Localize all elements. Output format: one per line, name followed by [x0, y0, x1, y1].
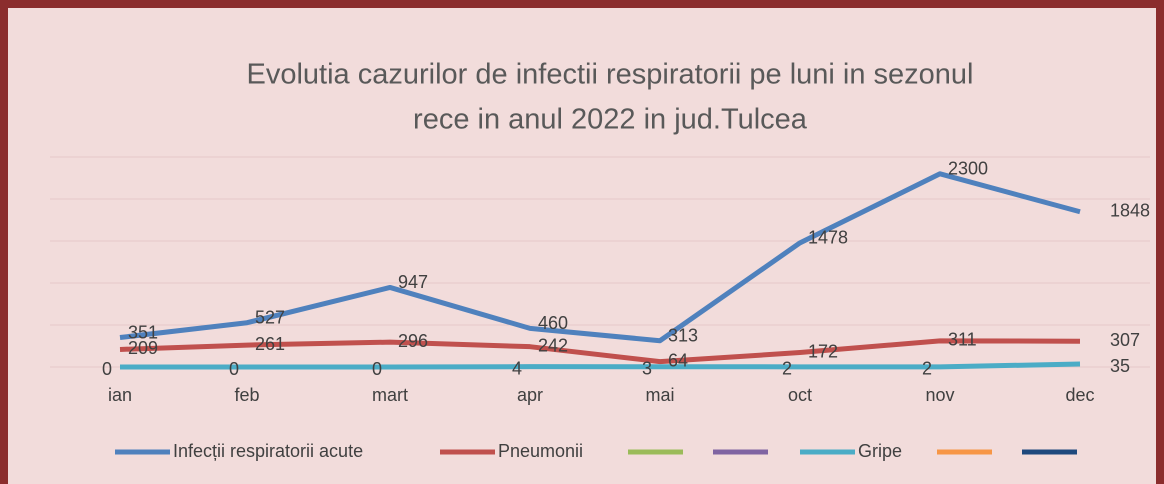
data-label: 0: [372, 359, 382, 379]
x-tick-label: nov: [925, 385, 954, 405]
data-label: 1478: [808, 228, 848, 248]
data-label: 35: [1110, 356, 1130, 376]
data-label: 242: [538, 335, 568, 355]
data-label: 2: [922, 359, 932, 379]
data-label: 1848: [1110, 201, 1150, 221]
data-label: 209: [128, 338, 158, 358]
data-label: 2: [782, 359, 792, 379]
data-label: 64: [668, 350, 688, 370]
data-label: 0: [102, 359, 112, 379]
data-label: 4: [512, 358, 522, 378]
data-label: 261: [255, 334, 285, 354]
x-tick-label: feb: [234, 385, 259, 405]
x-tick-label: oct: [788, 385, 812, 405]
series-line: [120, 361, 1081, 370]
data-label: 460: [538, 313, 568, 333]
data-label: 527: [255, 307, 285, 327]
series-line: [119, 171, 1081, 344]
data-label: 3: [642, 358, 652, 378]
data-label: 313: [668, 325, 698, 345]
data-label: 172: [808, 341, 838, 361]
legend-label: Pneumonii: [498, 441, 583, 461]
legend-label: Infecții respiratorii acute: [173, 441, 363, 461]
data-label: 296: [398, 331, 428, 351]
data-label: 307: [1110, 330, 1140, 350]
data-label: 0: [229, 359, 239, 379]
data-label: 351: [128, 322, 158, 342]
data-label: 947: [398, 272, 428, 292]
x-tick-label: mai: [645, 385, 674, 405]
data-label: 311: [948, 330, 977, 350]
x-tick-label: ian: [108, 385, 132, 405]
series-line: [119, 338, 1081, 365]
chart-title: rece in anul 2022 in jud.Tulcea: [413, 104, 808, 136]
x-tick-label: apr: [517, 385, 543, 405]
chart-title: Evolutia cazurilor de infectii respirato…: [247, 59, 974, 91]
x-tick-label: mart: [372, 385, 408, 405]
legend-label: Gripe: [858, 441, 902, 461]
data-label: 2300: [948, 159, 988, 179]
x-tick-label: dec: [1065, 385, 1094, 405]
